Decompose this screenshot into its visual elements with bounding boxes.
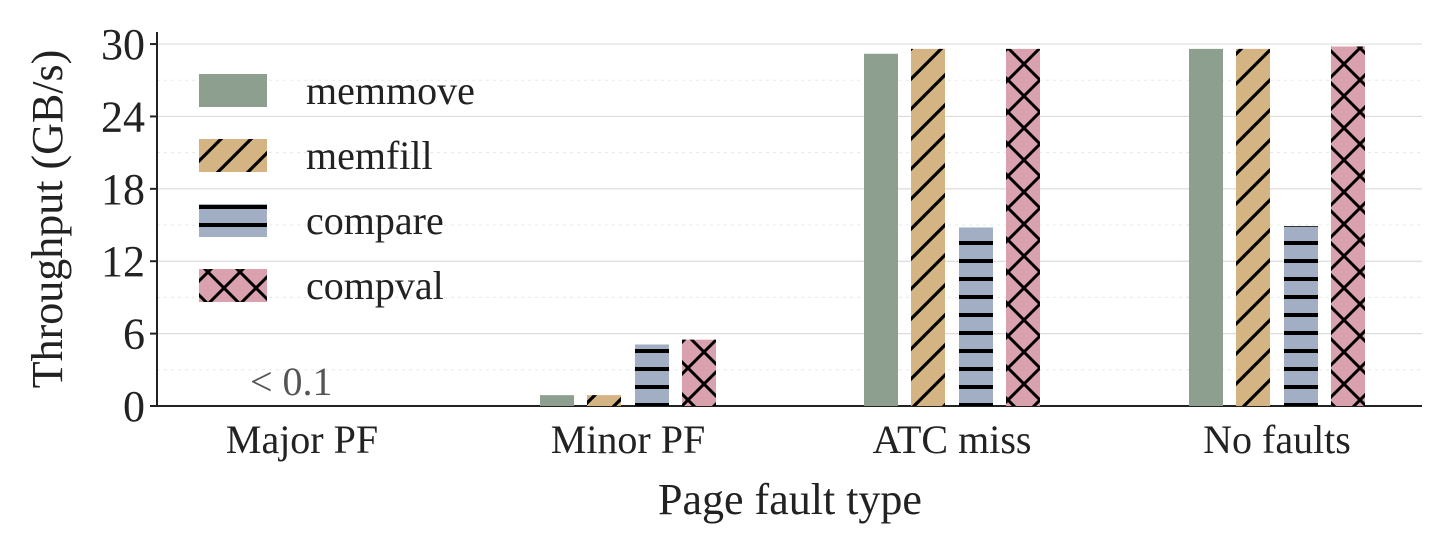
y-tick-labels: 0 6 12 18 24 30 bbox=[101, 20, 157, 431]
bar-hatch bbox=[959, 227, 993, 406]
bar bbox=[1236, 48, 1270, 407]
bar bbox=[1331, 46, 1365, 407]
legend-item: memmove bbox=[199, 68, 475, 113]
bar-hatch bbox=[587, 395, 621, 406]
y-tick-label: 24 bbox=[101, 92, 145, 141]
annotation-text: < 0.1 bbox=[250, 359, 333, 404]
legend-item: compare bbox=[199, 198, 444, 243]
legend: memmove memfill compare compval bbox=[199, 68, 475, 308]
bar bbox=[911, 48, 945, 407]
bar bbox=[959, 227, 993, 406]
legend-item: compval bbox=[199, 263, 444, 308]
bar-hatch bbox=[682, 339, 716, 406]
bar bbox=[682, 339, 716, 406]
x-tick-label: Major PF bbox=[226, 417, 378, 462]
bar-fill bbox=[1189, 48, 1223, 407]
legend-swatch-hatch bbox=[199, 139, 267, 172]
bar bbox=[864, 53, 898, 407]
bar bbox=[1284, 226, 1318, 406]
legend-item: memfill bbox=[199, 133, 433, 178]
x-axis-label: Page fault type bbox=[658, 475, 922, 524]
y-tick-label: 6 bbox=[123, 310, 145, 359]
bar bbox=[1189, 48, 1223, 407]
bar-hatch bbox=[1236, 48, 1270, 407]
legend-swatch bbox=[199, 74, 267, 107]
bar-fill bbox=[540, 395, 574, 406]
x-tick-label: Minor PF bbox=[551, 417, 706, 462]
bars bbox=[540, 46, 1365, 407]
x-tick-label: ATC miss bbox=[873, 417, 1032, 462]
legend-label: compare bbox=[306, 198, 444, 243]
bar bbox=[1006, 48, 1040, 407]
legend-label: memmove bbox=[306, 68, 475, 113]
bar bbox=[540, 395, 574, 406]
bar bbox=[635, 344, 669, 406]
y-tick-label: 18 bbox=[101, 165, 145, 214]
y-tick-label: 30 bbox=[101, 20, 145, 69]
legend-label: compval bbox=[306, 263, 444, 308]
bar-hatch bbox=[1006, 48, 1040, 407]
y-tick-label: 12 bbox=[101, 237, 145, 286]
legend-swatch-hatch bbox=[199, 204, 267, 237]
legend-label: memfill bbox=[306, 133, 433, 178]
bar-hatch bbox=[911, 48, 945, 407]
y-tick-label: 0 bbox=[123, 382, 145, 431]
bar-hatch bbox=[1331, 46, 1365, 407]
y-axis-label: Throughput (GB/s) bbox=[23, 50, 72, 389]
x-tick-labels: Major PF Minor PF ATC miss No faults bbox=[226, 417, 1351, 462]
bar-hatch bbox=[1284, 226, 1318, 406]
legend-swatch-hatch bbox=[199, 269, 267, 302]
bar-fill bbox=[864, 53, 898, 407]
bar-hatch bbox=[635, 344, 669, 406]
bar bbox=[587, 395, 621, 406]
x-tick-label: No faults bbox=[1203, 417, 1351, 462]
